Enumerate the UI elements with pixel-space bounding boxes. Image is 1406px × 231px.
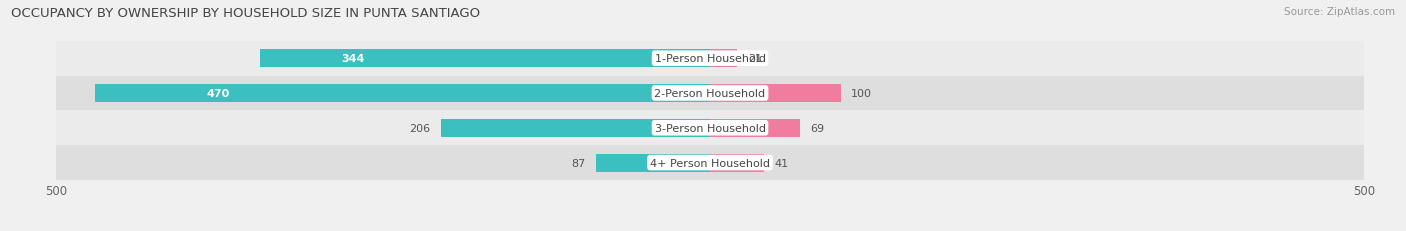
Bar bbox=[260, 50, 710, 68]
Text: 69: 69 bbox=[811, 123, 825, 133]
Text: 21: 21 bbox=[748, 54, 762, 64]
Text: 4+ Person Household: 4+ Person Household bbox=[650, 158, 770, 168]
Text: 206: 206 bbox=[409, 123, 430, 133]
Bar bbox=[710, 85, 841, 103]
Bar bbox=[96, 85, 710, 103]
Bar bbox=[56, 76, 1364, 111]
Text: 100: 100 bbox=[851, 88, 872, 99]
Text: OCCUPANCY BY OWNERSHIP BY HOUSEHOLD SIZE IN PUNTA SANTIAGO: OCCUPANCY BY OWNERSHIP BY HOUSEHOLD SIZE… bbox=[11, 7, 481, 20]
Text: 344: 344 bbox=[342, 54, 364, 64]
Text: 41: 41 bbox=[775, 158, 789, 168]
Text: 2-Person Household: 2-Person Household bbox=[654, 88, 766, 99]
Text: 87: 87 bbox=[572, 158, 586, 168]
Bar bbox=[440, 119, 710, 137]
Bar bbox=[710, 119, 800, 137]
Text: 1-Person Household: 1-Person Household bbox=[655, 54, 765, 64]
Text: Source: ZipAtlas.com: Source: ZipAtlas.com bbox=[1284, 7, 1395, 17]
Bar bbox=[56, 146, 1364, 180]
Text: 3-Person Household: 3-Person Household bbox=[655, 123, 765, 133]
Bar bbox=[710, 154, 763, 172]
Bar bbox=[710, 50, 738, 68]
Bar bbox=[56, 42, 1364, 76]
Text: 470: 470 bbox=[207, 88, 229, 99]
Bar bbox=[56, 111, 1364, 146]
Bar bbox=[596, 154, 710, 172]
